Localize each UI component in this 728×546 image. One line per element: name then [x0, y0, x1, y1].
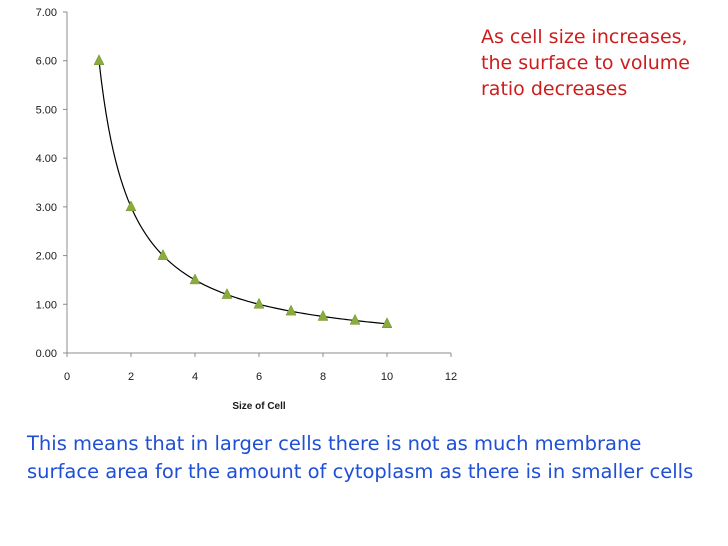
x-tick-label: 4: [192, 371, 198, 383]
y-tick-label: 2.00: [36, 251, 57, 263]
data-point: [157, 249, 169, 260]
y-tick-label: 3.00: [36, 202, 57, 214]
y-tick-label: 1.00: [36, 299, 57, 311]
y-tick-label: 4.00: [36, 153, 57, 165]
data-point: [317, 309, 329, 321]
data-point: [125, 200, 137, 212]
data-point: [221, 287, 233, 299]
x-tick-label: 0: [64, 371, 70, 383]
data-point: [253, 297, 265, 309]
annotation-line-2: the surface to volume: [481, 52, 690, 74]
data-points: [93, 54, 393, 329]
data-point: [93, 54, 105, 65]
annotation-box: As cell size increases, the surface to v…: [481, 24, 726, 102]
x-tick-label: 6: [256, 371, 262, 383]
y-tick-label: 0.00: [36, 348, 57, 360]
x-tick-label: 8: [320, 371, 326, 383]
y-tick-label: 7.00: [36, 7, 57, 19]
data-point: [349, 313, 361, 325]
data-point: [189, 273, 201, 285]
y-axis-ticks: 0.00 1.00 2.00 3.00 4.00 5.00 6.00 7.00: [36, 7, 67, 360]
annotation-line-1: As cell size increases,: [481, 26, 688, 48]
trendline: [98, 60, 388, 325]
footer-explanation: This means that in larger cells there is…: [27, 432, 694, 483]
x-tick-label: 10: [381, 371, 393, 383]
x-tick-label: 2: [128, 371, 134, 383]
x-tick-label: 12: [445, 371, 457, 383]
data-point: [381, 317, 393, 329]
y-tick-label: 5.00: [36, 104, 57, 116]
annotation-line-3: ratio decreases: [481, 78, 628, 100]
x-axis-label: Size of Cell: [232, 401, 286, 412]
y-tick-label: 6.00: [36, 56, 57, 68]
x-axis-ticks: 0 2 4 6 8 10 12: [64, 353, 457, 383]
data-point: [285, 304, 297, 316]
